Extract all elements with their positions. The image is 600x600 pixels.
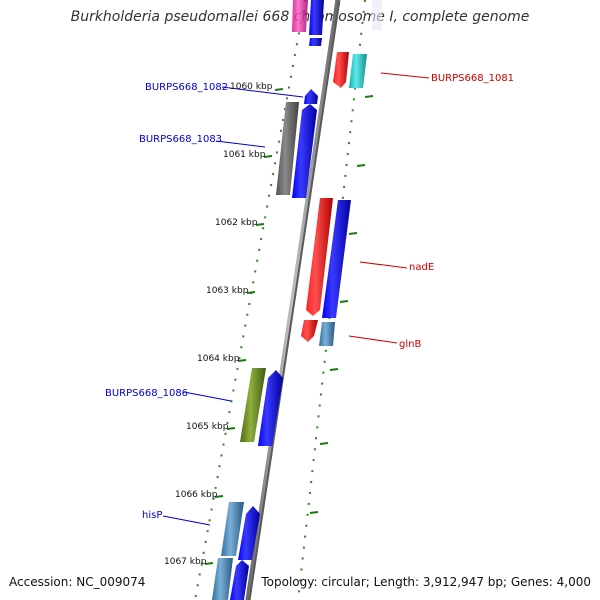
gene-steel-bottom xyxy=(212,558,233,600)
gene-label-burps668-1082[interactable]: BURPS668_1082 xyxy=(145,82,228,93)
leader-1082 xyxy=(221,86,304,98)
tick-right-6 xyxy=(319,442,329,445)
gene-label-nadE[interactable]: nadE xyxy=(409,262,434,273)
scale-label-1063: 1063 kbp xyxy=(206,286,249,296)
scale-label-1062: 1062 kbp xyxy=(215,218,258,228)
tick-1064 xyxy=(237,359,247,362)
gene-steel-glnB xyxy=(319,322,335,346)
gene-red-glnB xyxy=(301,320,318,342)
tick-right-1 xyxy=(364,95,374,98)
tick-1065 xyxy=(226,427,236,430)
chromosome-backbone xyxy=(245,0,339,600)
gene-blue-nadE xyxy=(322,200,351,318)
accession-text: Accession: NC_009074 xyxy=(9,575,146,589)
scale-label-1064: 1064 kbp xyxy=(197,354,240,364)
gene-label-burps668-1081[interactable]: BURPS668_1081 xyxy=(431,73,514,84)
gene-cyan-1081 xyxy=(349,54,367,88)
leader-lines xyxy=(162,72,430,526)
gene-steel-hisP xyxy=(221,502,244,556)
tick-right-7 xyxy=(309,511,319,514)
scale-label-1067: 1067 kbp xyxy=(164,557,207,567)
tick-right-4 xyxy=(339,300,349,303)
gene-gray-1083 xyxy=(276,102,299,195)
gene-blue-top-b xyxy=(309,38,322,46)
leader-1081 xyxy=(380,72,430,79)
topology-text: Topology: circular; Length: 3,912,947 bp… xyxy=(261,575,591,589)
gene-label-burps668-1083[interactable]: BURPS668_1083 xyxy=(139,134,222,145)
gene-olive-1086 xyxy=(240,368,266,442)
gene-magenta-top xyxy=(292,0,308,32)
scale-label-1061: 1061 kbp xyxy=(223,150,266,160)
tick-1061 xyxy=(263,155,273,158)
right-guide-track xyxy=(297,0,366,600)
gene-label-burps668-1086[interactable]: BURPS668_1086 xyxy=(105,388,188,399)
gene-red-1081 xyxy=(333,52,349,88)
leader-nadE xyxy=(359,261,408,269)
tick-1066 xyxy=(214,495,224,498)
scale-label-1066: 1066 kbp xyxy=(175,490,218,500)
leader-1086 xyxy=(183,391,232,402)
scale-label-1060: 1060 kbp xyxy=(230,82,273,92)
gene-blue-1086 xyxy=(258,370,283,446)
tick-right-3 xyxy=(348,232,358,235)
tick-right-5 xyxy=(329,368,339,371)
scale-label-1065: 1065 kbp xyxy=(186,422,229,432)
tick-1062 xyxy=(255,223,265,226)
gene-label-glnB[interactable]: glnB xyxy=(399,339,421,350)
tick-1060 xyxy=(274,88,284,91)
gene-red-nadE xyxy=(306,198,333,316)
faint-gene-top xyxy=(372,0,382,30)
leader-1083 xyxy=(215,140,266,148)
gene-blue-bottom xyxy=(230,560,249,600)
tick-right-2 xyxy=(356,164,366,167)
gene-label-hisP[interactable]: hisP xyxy=(142,510,162,521)
gene-blue-top-a xyxy=(309,0,324,35)
gene-blue-1082 xyxy=(304,89,318,104)
scale-ticks xyxy=(204,88,374,565)
gene-blue-1083 xyxy=(292,104,317,198)
leader-hisP xyxy=(162,515,211,526)
tick-1063 xyxy=(246,291,256,294)
leader-glnB xyxy=(348,335,398,344)
tick-1067 xyxy=(204,562,214,565)
gene-blue-hisP xyxy=(238,506,260,560)
